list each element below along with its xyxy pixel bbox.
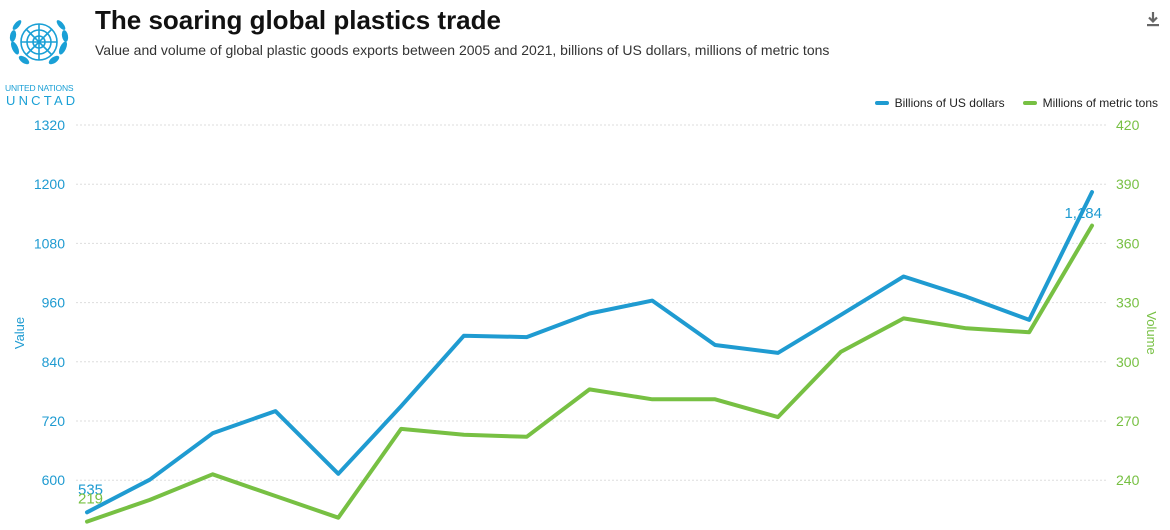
- y-left-tick-label: 600: [42, 472, 66, 488]
- y-right-tick-label: 330: [1116, 295, 1140, 311]
- y-left-tick-label: 720: [42, 413, 66, 429]
- download-icon: [1147, 12, 1159, 27]
- y-right-tick-label: 240: [1116, 472, 1140, 488]
- y-right-tick-label: 420: [1116, 117, 1140, 133]
- legend-swatch-volume: [1022, 101, 1037, 105]
- legend-label-volume: Millions of metric tons: [1042, 96, 1158, 110]
- y-left-tick-label: 960: [42, 295, 66, 311]
- y-left-tick-label: 1080: [34, 235, 65, 251]
- legend-item-volume[interactable]: Millions of metric tons: [1022, 96, 1158, 110]
- series-line-value[interactable]: [85, 190, 1094, 515]
- download-button[interactable]: [1144, 10, 1162, 28]
- y-right-tick-label: 270: [1116, 413, 1140, 429]
- y-left-tick-label: 840: [42, 354, 66, 370]
- legend-label-value: Billions of US dollars: [894, 96, 1005, 110]
- chart-legend: Billions of US dollars Millions of metri…: [874, 96, 1158, 110]
- data-label-first: 535: [78, 481, 103, 498]
- un-emblem-logo: UNITED NATIONS UNCTAD: [2, 8, 76, 108]
- legend-swatch-value: [874, 101, 889, 105]
- y-right-tick-label: 390: [1116, 176, 1140, 192]
- chart-title: The soaring global plastics trade: [95, 5, 501, 35]
- y-left-tick-label: 1200: [34, 176, 65, 192]
- legend-item-value[interactable]: Billions of US dollars: [874, 96, 1005, 110]
- logo-text-unctad: UNCTAD: [6, 93, 79, 108]
- series-line-volume[interactable]: [85, 223, 1094, 524]
- y-axis-right-title: Volume: [1144, 311, 1159, 354]
- logo-text-united-nations: UNITED NATIONS: [5, 83, 74, 93]
- y-left-tick-label: 1320: [34, 117, 65, 133]
- chart-subtitle: Value and volume of global plastic goods…: [95, 42, 830, 58]
- y-right-tick-label: 300: [1116, 354, 1140, 370]
- data-label-first: 219: [78, 491, 103, 508]
- data-label-last: 1,184: [1064, 205, 1102, 222]
- un-emblem-icon: [9, 20, 69, 65]
- y-axis-left-title: Value: [12, 317, 27, 349]
- y-right-tick-label: 360: [1116, 235, 1140, 251]
